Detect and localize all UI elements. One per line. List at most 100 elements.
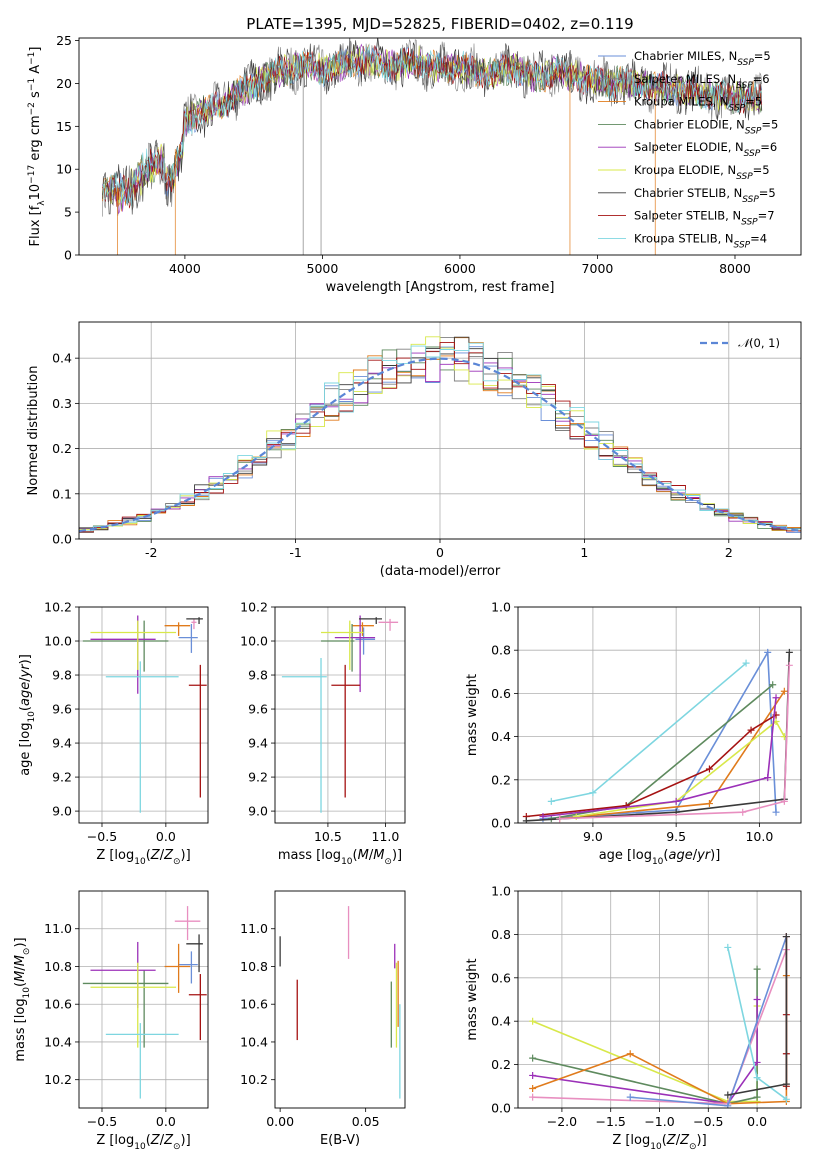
x-axis-label: (data-model)/error	[380, 564, 501, 579]
series-marker	[529, 1054, 537, 1062]
x-tick-label: 0.0	[156, 1114, 176, 1129]
plot-area-mass_vs_Z	[82, 906, 207, 1099]
y-tick-label: 9.0	[52, 804, 72, 819]
series-marker	[739, 808, 747, 816]
y-tick-label: 11.0	[44, 921, 72, 936]
y-tick-label: 9.0	[248, 804, 268, 819]
axes-spectrum: 4000 5000 6000 7000 8000 0 5 10 15 20 25 wavelength…	[27, 33, 802, 295]
x-tick-label: 9.0	[583, 829, 603, 844]
legend-entry: Chabrier STELIB, NSSP=5	[634, 186, 776, 205]
legend-entry: 𝒩(0, 1)	[738, 336, 780, 350]
y-tick-label: 20	[56, 76, 72, 91]
series-marker	[753, 1058, 761, 1066]
series-marker	[780, 797, 788, 805]
x-tick-label: 1	[580, 545, 588, 560]
y-tick-label: 9.8	[52, 668, 72, 683]
y-tick-label: 15	[56, 119, 72, 134]
y-tick-label: 0.6	[491, 970, 511, 985]
y-tick-label: 0.0	[52, 532, 72, 547]
x-tick-label: −0.5	[693, 1114, 723, 1129]
series-marker	[626, 1093, 634, 1101]
legend-entry: Chabrier MILES, NSSP=5	[634, 49, 771, 68]
axes-mass_weight_vs_age: 9.0 9.5 10.0 0.0 0.2 0.4 0.6 0.8 1.0 age [log10(a…	[465, 600, 802, 867]
y-tick-label: 9.2	[52, 770, 72, 785]
axes-age_vs_Z: −0.5 0.0 9.0 9.2 9.4 9.6 9.8 10.0 10.2 Z [log10(Z…	[18, 600, 209, 867]
series-line	[532, 969, 758, 1105]
y-axis-label: Flux [fλ10−17 erg cm−2 s−1 A−1]	[27, 47, 47, 247]
series-marker	[780, 687, 788, 695]
series-marker	[782, 1095, 790, 1103]
axes-frame	[78, 321, 802, 540]
series-marker	[747, 726, 755, 734]
axes-age_vs_mass: 10.5 11.0 9.0 9.2 9.4 9.6 9.8 10.0 10.2 mass [log…	[240, 600, 406, 867]
series-marker	[785, 661, 793, 669]
series-marker	[782, 933, 790, 941]
axes-frame	[274, 890, 406, 1109]
x-axis-label: E(B-V)	[320, 1133, 360, 1148]
legend-entry: Kroupa ELODIE, NSSP=5	[634, 163, 770, 182]
axes-frame	[274, 606, 406, 824]
legend-entry: Kroupa MILES, NSSP=5	[634, 95, 762, 114]
x-tick-label: 7000	[582, 261, 614, 276]
series-marker	[589, 789, 597, 797]
y-tick-label: 10.2	[240, 600, 268, 615]
series-marker	[626, 1050, 634, 1058]
y-tick-label: 10	[56, 162, 72, 177]
series-marker	[529, 1017, 537, 1025]
y-tick-label: 10.4	[44, 1034, 72, 1049]
x-tick-label: 5000	[307, 261, 339, 276]
axes-residuals: -2 -1 0 1 2 0.0 0.1 0.2 0.3 0.4 (data-model)/error…	[26, 321, 802, 579]
y-tick-label: 9.8	[248, 668, 268, 683]
plot-area-spectrum	[102, 38, 763, 255]
x-tick-label: 2	[725, 545, 733, 560]
y-tick-label: 9.6	[52, 702, 72, 717]
y-tick-label: 10.2	[240, 1072, 268, 1087]
x-tick-label: −1.0	[644, 1114, 674, 1129]
series-marker	[705, 765, 713, 773]
y-tick-label: 9.6	[248, 702, 268, 717]
x-tick-label: −0.5	[87, 829, 117, 844]
series-line	[551, 684, 774, 820]
axes-mass_vs_Z: −0.5 0.0 10.2 10.4 10.6 10.8 11.0 Z [log10(Z/Z⊙…	[13, 890, 209, 1152]
axes-frame	[517, 890, 802, 1109]
x-axis-label: wavelength [Angstrom, rest frame]	[326, 280, 555, 295]
plot-area-mass_weight_vs_age	[522, 648, 793, 823]
series-marker	[529, 1084, 537, 1092]
series-marker	[753, 965, 761, 973]
y-axis-label: mass weight	[465, 674, 480, 756]
series-marker	[724, 1102, 732, 1108]
y-axis-label: age [log10(age/yr)]	[18, 654, 37, 776]
y-tick-label: 0.4	[52, 351, 72, 366]
series-marker	[529, 1093, 537, 1101]
spectrum-line	[102, 45, 763, 209]
axes-mass_vs_EBV: 0.00 0.05 10.2 10.4 10.6 10.8 11.0 E(B-V)	[240, 890, 406, 1148]
series-marker	[742, 659, 750, 667]
y-tick-label: 10.2	[44, 1072, 72, 1087]
y-tick-label: 1.0	[491, 884, 511, 899]
series-marker	[622, 802, 630, 810]
x-axis-label: age [log10(age/yr)]	[599, 848, 721, 867]
x-axis-label: Z [log10(Z/Z⊙)]	[96, 1133, 190, 1152]
figure-title: PLATE=1395, MJD=52825, FIBERID=0402, z=0…	[246, 15, 633, 33]
series-marker	[764, 774, 772, 782]
legend-entry: Chabrier ELODIE, NSSP=5	[634, 117, 778, 136]
series-marker	[785, 648, 793, 656]
x-tick-label: 0.00	[266, 1114, 294, 1129]
y-tick-label: 9.4	[52, 736, 72, 751]
axes-frame	[78, 890, 209, 1109]
y-tick-label: 10.6	[44, 997, 72, 1012]
legend: Chabrier MILES, NSSP=5 Salpeter MILES, NS…	[598, 49, 778, 250]
x-tick-label: −1.5	[596, 1114, 626, 1129]
plot-area-residuals	[79, 336, 801, 539]
axes-mass_weight_vs_Z: −2.0 −1.5 −1.0 −0.5 0.0 0.0 0.2 0.4 0.6 0.8 1.0 Z […	[465, 884, 802, 1152]
x-tick-label: 6000	[444, 261, 476, 276]
y-tick-label: 1.0	[491, 600, 511, 615]
x-axis-label: mass [log10(M/M⊙)]	[278, 848, 402, 867]
y-tick-label: 0.2	[491, 1057, 511, 1072]
series-marker	[753, 1074, 761, 1082]
series-marker	[724, 1091, 732, 1099]
x-tick-label: -2	[145, 545, 157, 560]
x-tick-label: 8000	[719, 261, 751, 276]
y-tick-label: 0.6	[491, 686, 511, 701]
